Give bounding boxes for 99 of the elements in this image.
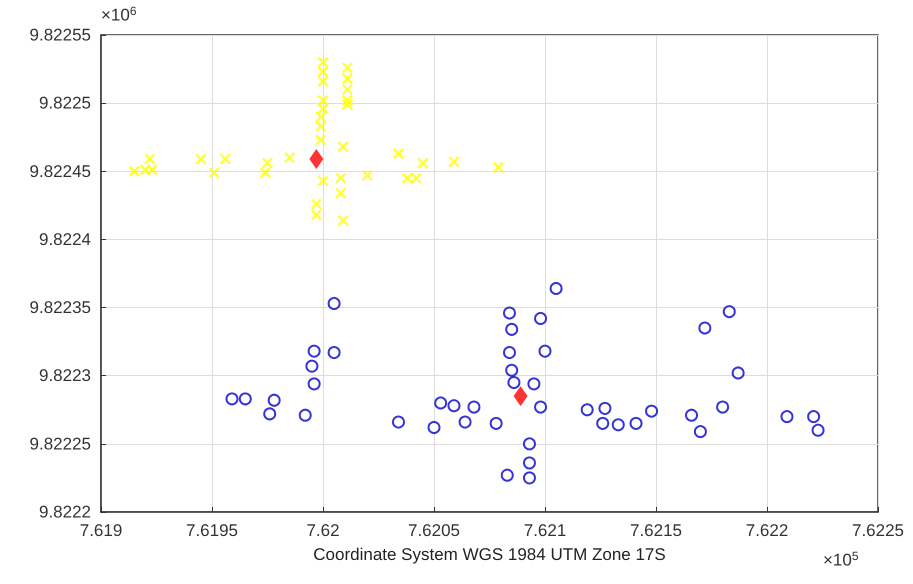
point bbox=[362, 170, 373, 181]
point bbox=[298, 408, 312, 422]
x-tick-label: 7.6195 bbox=[186, 521, 238, 540]
point bbox=[318, 103, 328, 114]
x-tick-label: 7.6225 bbox=[852, 521, 904, 540]
point bbox=[308, 377, 321, 390]
y-tick-label: 9.8224 bbox=[39, 230, 91, 249]
y-tick-label: 9.82245 bbox=[30, 162, 91, 181]
point bbox=[694, 425, 707, 438]
point bbox=[502, 346, 516, 360]
point bbox=[342, 62, 353, 74]
point bbox=[260, 167, 271, 178]
point bbox=[458, 416, 472, 429]
point bbox=[238, 392, 252, 406]
point bbox=[342, 73, 353, 84]
y-tick-label: 9.8225 bbox=[39, 94, 91, 113]
x-tick-label: 7.62 bbox=[306, 521, 340, 540]
x-tick-label: 7.6215 bbox=[630, 521, 682, 540]
point bbox=[447, 399, 460, 412]
point bbox=[507, 376, 520, 390]
point bbox=[392, 416, 405, 429]
point bbox=[128, 166, 140, 177]
point bbox=[514, 386, 528, 406]
point bbox=[310, 209, 322, 220]
point bbox=[310, 198, 322, 210]
point bbox=[448, 156, 460, 168]
point bbox=[722, 305, 736, 318]
point bbox=[534, 400, 548, 414]
point bbox=[780, 410, 794, 424]
point bbox=[598, 402, 612, 415]
point bbox=[417, 158, 428, 169]
point bbox=[527, 377, 540, 390]
point bbox=[522, 456, 536, 470]
point bbox=[309, 149, 324, 170]
y-tick-label: 9.82225 bbox=[30, 434, 91, 454]
point bbox=[630, 416, 643, 430]
point bbox=[500, 468, 514, 482]
point bbox=[522, 437, 536, 450]
point bbox=[318, 66, 328, 78]
point bbox=[315, 134, 326, 146]
x-tick-label: 7.621 bbox=[524, 521, 566, 540]
point bbox=[812, 424, 825, 437]
point bbox=[410, 172, 422, 184]
point bbox=[146, 164, 158, 176]
point bbox=[328, 346, 341, 360]
point bbox=[337, 214, 348, 226]
x-tick-label: 7.619 bbox=[80, 521, 122, 540]
point bbox=[596, 416, 610, 430]
point bbox=[434, 396, 448, 410]
point bbox=[698, 322, 712, 335]
point bbox=[284, 152, 296, 164]
point bbox=[220, 154, 231, 165]
point bbox=[315, 120, 326, 132]
point bbox=[534, 312, 548, 325]
point bbox=[492, 162, 504, 173]
point bbox=[807, 410, 820, 424]
point bbox=[225, 392, 238, 406]
point bbox=[195, 154, 206, 165]
point bbox=[392, 148, 404, 160]
point bbox=[263, 407, 276, 420]
point bbox=[612, 418, 625, 432]
point bbox=[262, 158, 273, 169]
point bbox=[308, 344, 321, 358]
x-tick-label: 7.6205 bbox=[408, 521, 460, 540]
point bbox=[538, 344, 552, 358]
point bbox=[342, 99, 353, 110]
x-tick-label: 7.622 bbox=[746, 521, 788, 540]
point bbox=[522, 471, 536, 484]
point bbox=[335, 188, 346, 199]
x-axis-title: Coordinate System WGS 1984 UTM Zone 17S bbox=[313, 545, 666, 564]
point bbox=[550, 282, 563, 295]
point bbox=[268, 394, 281, 407]
point bbox=[490, 416, 503, 430]
point bbox=[315, 111, 326, 122]
point bbox=[716, 400, 730, 414]
point bbox=[144, 154, 156, 165]
point bbox=[505, 364, 518, 377]
point bbox=[732, 366, 745, 380]
y-tick-label: 9.82255 bbox=[30, 26, 91, 44]
point bbox=[337, 141, 348, 152]
point bbox=[335, 172, 346, 184]
point bbox=[645, 404, 658, 418]
y-tick-label: 9.82235 bbox=[30, 298, 91, 318]
y-tick-label: 9.8223 bbox=[39, 366, 91, 386]
point bbox=[328, 296, 341, 310]
point bbox=[208, 167, 220, 178]
point bbox=[318, 56, 328, 68]
point bbox=[342, 84, 353, 96]
point bbox=[305, 360, 318, 373]
point bbox=[318, 76, 328, 87]
point bbox=[318, 175, 328, 186]
point bbox=[502, 306, 516, 320]
point bbox=[505, 322, 518, 336]
point bbox=[402, 172, 413, 184]
point bbox=[580, 403, 594, 416]
point bbox=[685, 408, 698, 422]
y-tick-label: 9.8222 bbox=[39, 502, 91, 522]
point bbox=[428, 421, 440, 434]
point bbox=[467, 400, 480, 414]
